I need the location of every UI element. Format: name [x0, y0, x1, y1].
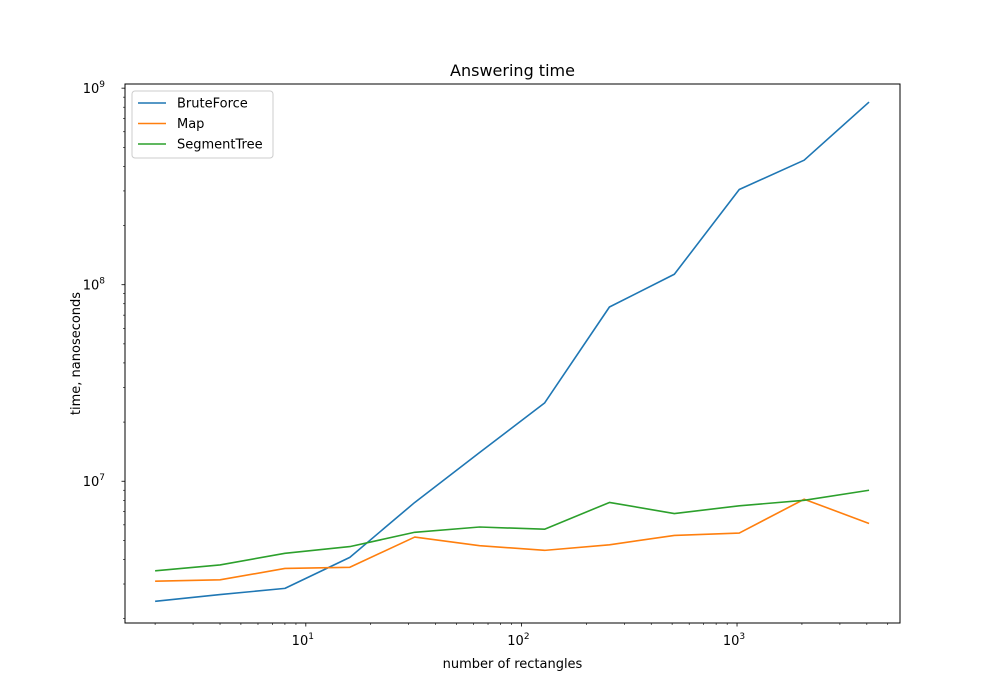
- y-tick-label-base: 10: [83, 82, 100, 97]
- x-tick-label-base: 10: [292, 634, 309, 649]
- y-tick-label-exponent: 8: [99, 277, 105, 287]
- series-layer: [155, 101, 870, 603]
- legend-frame: [131, 90, 274, 159]
- y-tick-label-base: 10: [83, 475, 100, 490]
- plot-frame: [124, 83, 901, 624]
- legend-label-segmenttree: SegmentTree: [177, 138, 263, 153]
- y-tick-label-base: 10: [83, 279, 100, 294]
- legend-label-bruteforce: BruteForce: [177, 97, 248, 112]
- chart-title: Answering time: [450, 61, 575, 80]
- y-tick-label-exponent: 7: [99, 473, 105, 483]
- x-tick-label-exponent: 2: [524, 632, 530, 642]
- x-tick-label: 102: [507, 632, 529, 649]
- y-tick-label: 108: [83, 277, 106, 294]
- legend: BruteForce Map SegmentTree: [131, 90, 274, 159]
- series-line-map: [155, 498, 870, 583]
- x-tick-label: 101: [292, 632, 314, 649]
- y-tick-label: 109: [83, 80, 106, 97]
- x-tick-label-base: 10: [507, 634, 524, 649]
- plot-area: [124, 83, 901, 624]
- series-line-bruteforce: [155, 101, 870, 603]
- y-axis-label: time, nanoseconds: [69, 292, 84, 415]
- y-tick-label: 107: [83, 473, 105, 490]
- x-axis: 101 102 103: [154, 623, 889, 649]
- x-tick-label: 103: [723, 632, 745, 649]
- x-tick-label-exponent: 3: [739, 632, 745, 642]
- series-line-segmenttree: [155, 489, 870, 572]
- x-tick-label-exponent: 1: [308, 632, 314, 642]
- x-tick-label-base: 10: [723, 634, 740, 649]
- legend-label-map: Map: [177, 117, 204, 132]
- y-tick-label-exponent: 9: [99, 80, 105, 90]
- x-axis-label: number of rectangles: [443, 657, 583, 672]
